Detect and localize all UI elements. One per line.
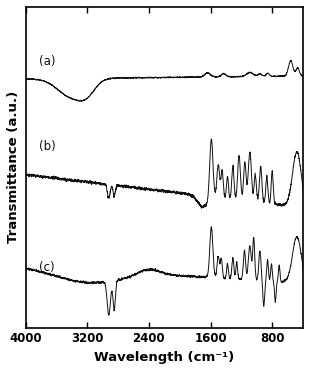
Y-axis label: Transmittance (a.u.): Transmittance (a.u.) <box>7 91 20 243</box>
Text: (b): (b) <box>39 140 56 153</box>
Text: (a): (a) <box>39 56 56 69</box>
Text: (c): (c) <box>39 262 55 275</box>
X-axis label: Wavelength (cm⁻¹): Wavelength (cm⁻¹) <box>94 351 234 364</box>
